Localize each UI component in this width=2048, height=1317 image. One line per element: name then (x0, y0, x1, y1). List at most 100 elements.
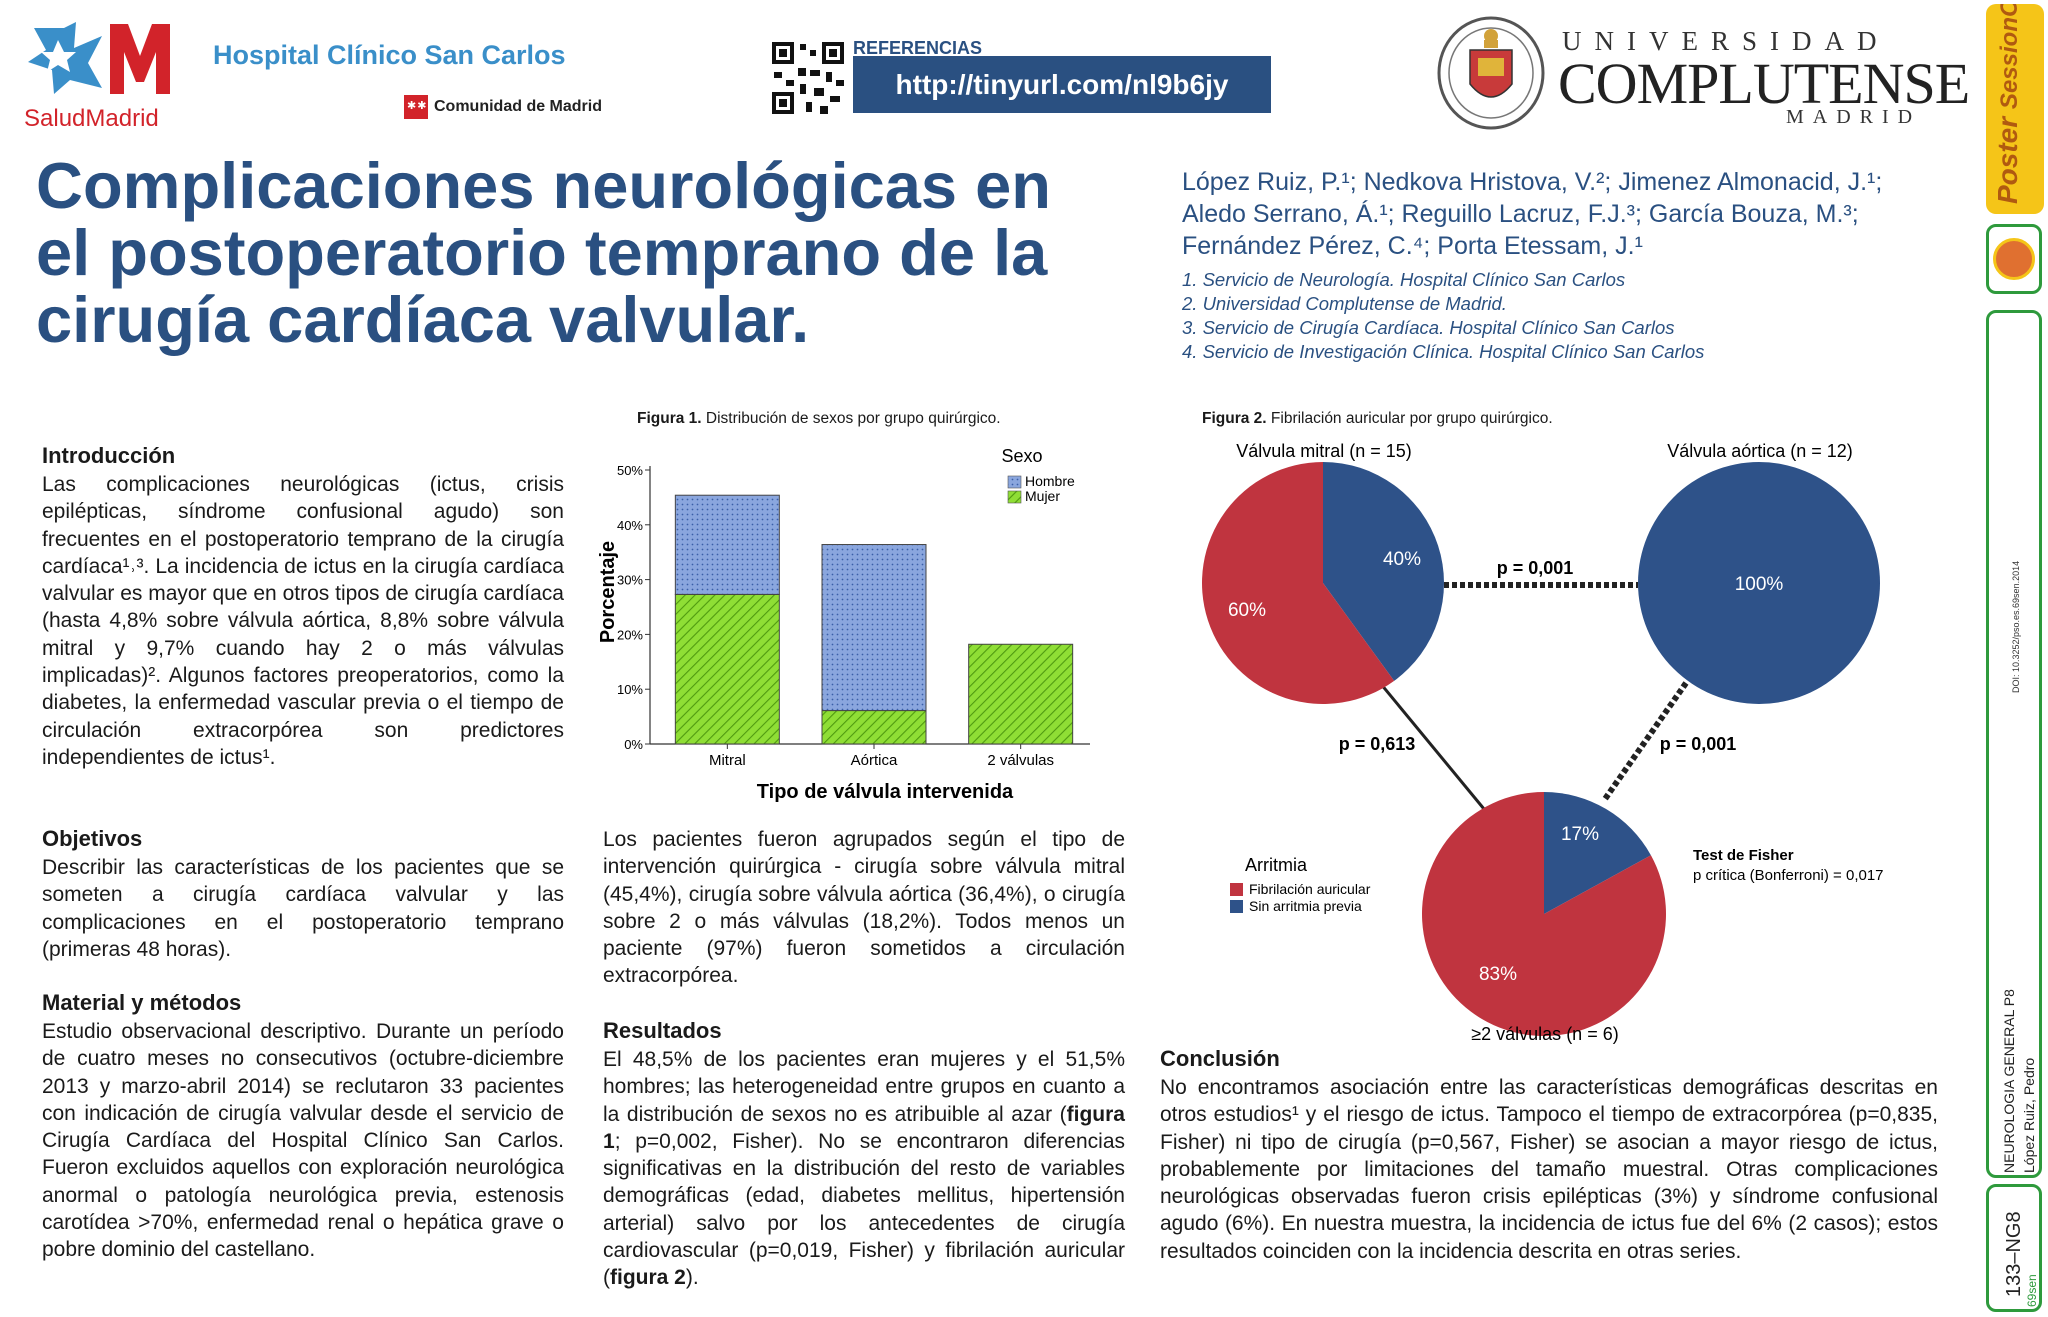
comunidad-text: Comunidad de Madrid (434, 98, 602, 115)
bar-hombre (674, 494, 780, 595)
salud-madrid-logo: SaludMadrid (24, 18, 194, 132)
authors-block: López Ruiz, P.¹; Nedkova Hristova, V.²; … (1182, 166, 1972, 262)
legend-swatch-hombre (1007, 475, 1022, 489)
fisher-title: Test de Fisher (1693, 847, 1794, 864)
brand-poster: Poster (1992, 116, 2023, 204)
objetivos-text: Describir las características de los pac… (42, 856, 564, 961)
figure-1-title: Distribución de sexos por grupo quirúrgi… (705, 410, 1001, 427)
bar-mujer (821, 710, 927, 745)
brand-session: SessionOnline (1996, 4, 2023, 110)
x-tick-label: Mitral (709, 752, 746, 769)
qr-code-icon (770, 40, 846, 116)
fisher-text: p crítica (Bonferroni) = 0,017 (1693, 867, 1884, 884)
sidebar: Poster SessionOnline DOI: 10.3252/pso.es… (1982, 0, 2048, 1317)
metodos-section: Material y métodos Estudio observacional… (42, 990, 564, 1264)
poster-title: Complicaciones neurológicas en el postop… (36, 152, 1176, 353)
pie-label-fibrilacion: 83% (1479, 964, 1517, 985)
grouping-text: Los pacientes fueron agrupados según el … (603, 828, 1125, 988)
conclusion-heading: Conclusión (1160, 1046, 1280, 1071)
intro-section: Introducción Las complicaciones neurológ… (42, 443, 564, 771)
doi-text: DOI: 10.3252/pso.es.69sen.2014 (2011, 560, 2021, 693)
legend-label-mujer: Mujer (1025, 488, 1060, 504)
references-link[interactable]: http://tinyurl.com/nl9b6jy (853, 56, 1271, 113)
bar-mujer (968, 643, 1074, 745)
pie-label-sin-arritmia: 40% (1383, 549, 1421, 570)
y-tick-label: 50% (617, 463, 643, 478)
pie-slice-fibrilacion (1422, 792, 1666, 1036)
title-line-1: Complicaciones neurológicas en (36, 149, 1051, 222)
meeting-code: 69sen (2025, 1274, 2039, 1307)
arritmia-legend-title: Arritmia (1245, 855, 1308, 875)
pie-slice-sin-arritmia (1323, 462, 1444, 681)
y-tick-label: 40% (617, 518, 643, 533)
p-value-mitral-2v: p = 0,613 (1339, 734, 1416, 754)
legend-title: Sexo (1001, 446, 1042, 466)
ucm-seal-icon (1437, 16, 1545, 130)
y-axis-title: Porcentaje (597, 541, 619, 643)
objetivos-section: Objetivos Describir las características … (42, 826, 564, 963)
pie-slice-sin-arritmia (1638, 462, 1880, 704)
qr-code[interactable] (770, 40, 846, 116)
x-tick-label: 2 válvulas (987, 752, 1054, 769)
affiliation-4: 4. Servicio de Investigación Clínica. Ho… (1182, 341, 1705, 362)
figure-2-pie-charts: 60% 40% 100% 83% 17% Válvula mitral (n = 15)… (1201, 441, 1884, 1044)
comunidad-flag-icon: ✱✱ (404, 95, 428, 119)
figure-2-caption: Figura 2. Fibrilación auricular por grup… (1202, 410, 1553, 428)
p-value-aortica-2v: p = 0,001 (1660, 734, 1737, 754)
authors-line-3: Fernández Pérez, C.⁴; Porta Etessam, J.¹ (1182, 232, 1643, 260)
pie-label-sin-arritmia: 100% (1735, 574, 1784, 595)
poster-session-badge[interactable]: Poster SessionOnline (1986, 4, 2044, 214)
affiliations: 1. Servicio de Neurología. Hospital Clín… (1182, 268, 1704, 364)
bar-hombre (821, 544, 927, 712)
y-tick-label: 20% (617, 627, 643, 642)
pie-label-sin-arritmia: 17% (1561, 824, 1599, 845)
conclusion-text: No encontramos asociación entre las cara… (1160, 1076, 1938, 1263)
references-label: REFERENCIAS (853, 38, 983, 58)
intro-heading: Introducción (42, 443, 176, 468)
metodos-text: Estudio observacional descriptivo. Duran… (42, 1020, 564, 1262)
sen-logo-badge (1986, 224, 2042, 294)
pie-title-mitral: Válvula mitral (n = 15) (1236, 441, 1412, 461)
grouping-section: Los pacientes fueron agrupados según el … (603, 826, 1125, 990)
objetivos-heading: Objetivos (42, 826, 143, 851)
pie-label-fibrilacion: 60% (1228, 600, 1266, 621)
ucm-seal (1432, 10, 1550, 132)
poster-code-box: 133–NG8 69sen (1986, 1184, 2042, 1312)
pie-title-2valvulas: ≥2 válvulas (n = 6) (1471, 1024, 1618, 1044)
legend-swatch-fibrilacion (1230, 883, 1243, 896)
legend-label-hombre: Hombre (1025, 473, 1075, 489)
legend-label-fibrilacion: Fibrilación auricular (1249, 881, 1371, 897)
intro-text: Las complicaciones neurológicas (ictus, … (42, 473, 564, 769)
conclusion-section: Conclusión No encontramos asociación ent… (1160, 1046, 1938, 1265)
resultados-section: Resultados El 48,5% de los pacientes era… (603, 1018, 1125, 1292)
pie-slice-fibrilacion (1201, 462, 1395, 704)
figure-2-label: Figura 2. (1202, 410, 1267, 427)
legend-label-sin-arritmia: Sin arritmia previa (1249, 898, 1362, 914)
figure-2-title: Fibrilación auricular por grupo quirúrgi… (1270, 410, 1553, 427)
figure-2-ref: figura 2 (610, 1266, 686, 1290)
y-tick-label: 0% (624, 737, 643, 752)
title-line-2: el postoperatorio temprano de la (36, 216, 1048, 289)
pie-title-aortica: Válvula aórtica (n = 12) (1667, 441, 1853, 461)
ucm-line3: MADRID (1786, 106, 1922, 128)
hospital-name: Hospital Clínico San Carlos (213, 40, 566, 70)
salud-madrid-text: SaludMadrid (24, 105, 159, 132)
authors-line-1: López Ruiz, P.¹; Nedkova Hristova, V.²; … (1182, 168, 1883, 196)
legend-swatch-sin-arritmia (1230, 900, 1243, 913)
x-axis-title: Tipo de válvula intervenida (757, 781, 1014, 803)
resultados-text: El 48,5% de los pacientes eran mujeres y… (603, 1048, 1125, 1290)
connector-mitral-2v (1374, 677, 1486, 810)
y-tick-label: 10% (617, 682, 643, 697)
pie-slice-sin-arritmia (1544, 792, 1651, 914)
affiliation-2: 2. Universidad Complutense de Madrid. (1182, 293, 1507, 314)
legend-swatch-mujer (1007, 490, 1022, 504)
affiliation-1: 1. Servicio de Neurología. Hospital Clín… (1182, 269, 1626, 290)
figure-1-caption: Figura 1. Distribución de sexos por grup… (637, 410, 1001, 428)
figure-1-label: Figura 1. (637, 410, 702, 427)
sidebar-author: López Ruiz, Pedro (2021, 1057, 2037, 1173)
references-url: http://tinyurl.com/nl9b6jy (895, 68, 1229, 100)
poster-code: 133–NG8 (2003, 1211, 2025, 1297)
session-name: NEUROLOGIA GENERAL P8 (2001, 989, 2017, 1173)
y-tick-label: 30% (617, 573, 643, 588)
figure-1-bar-chart: 0% 10% 20% 30% 40% 50% Mitral Aórtica 2 válvulas… (597, 446, 1090, 803)
